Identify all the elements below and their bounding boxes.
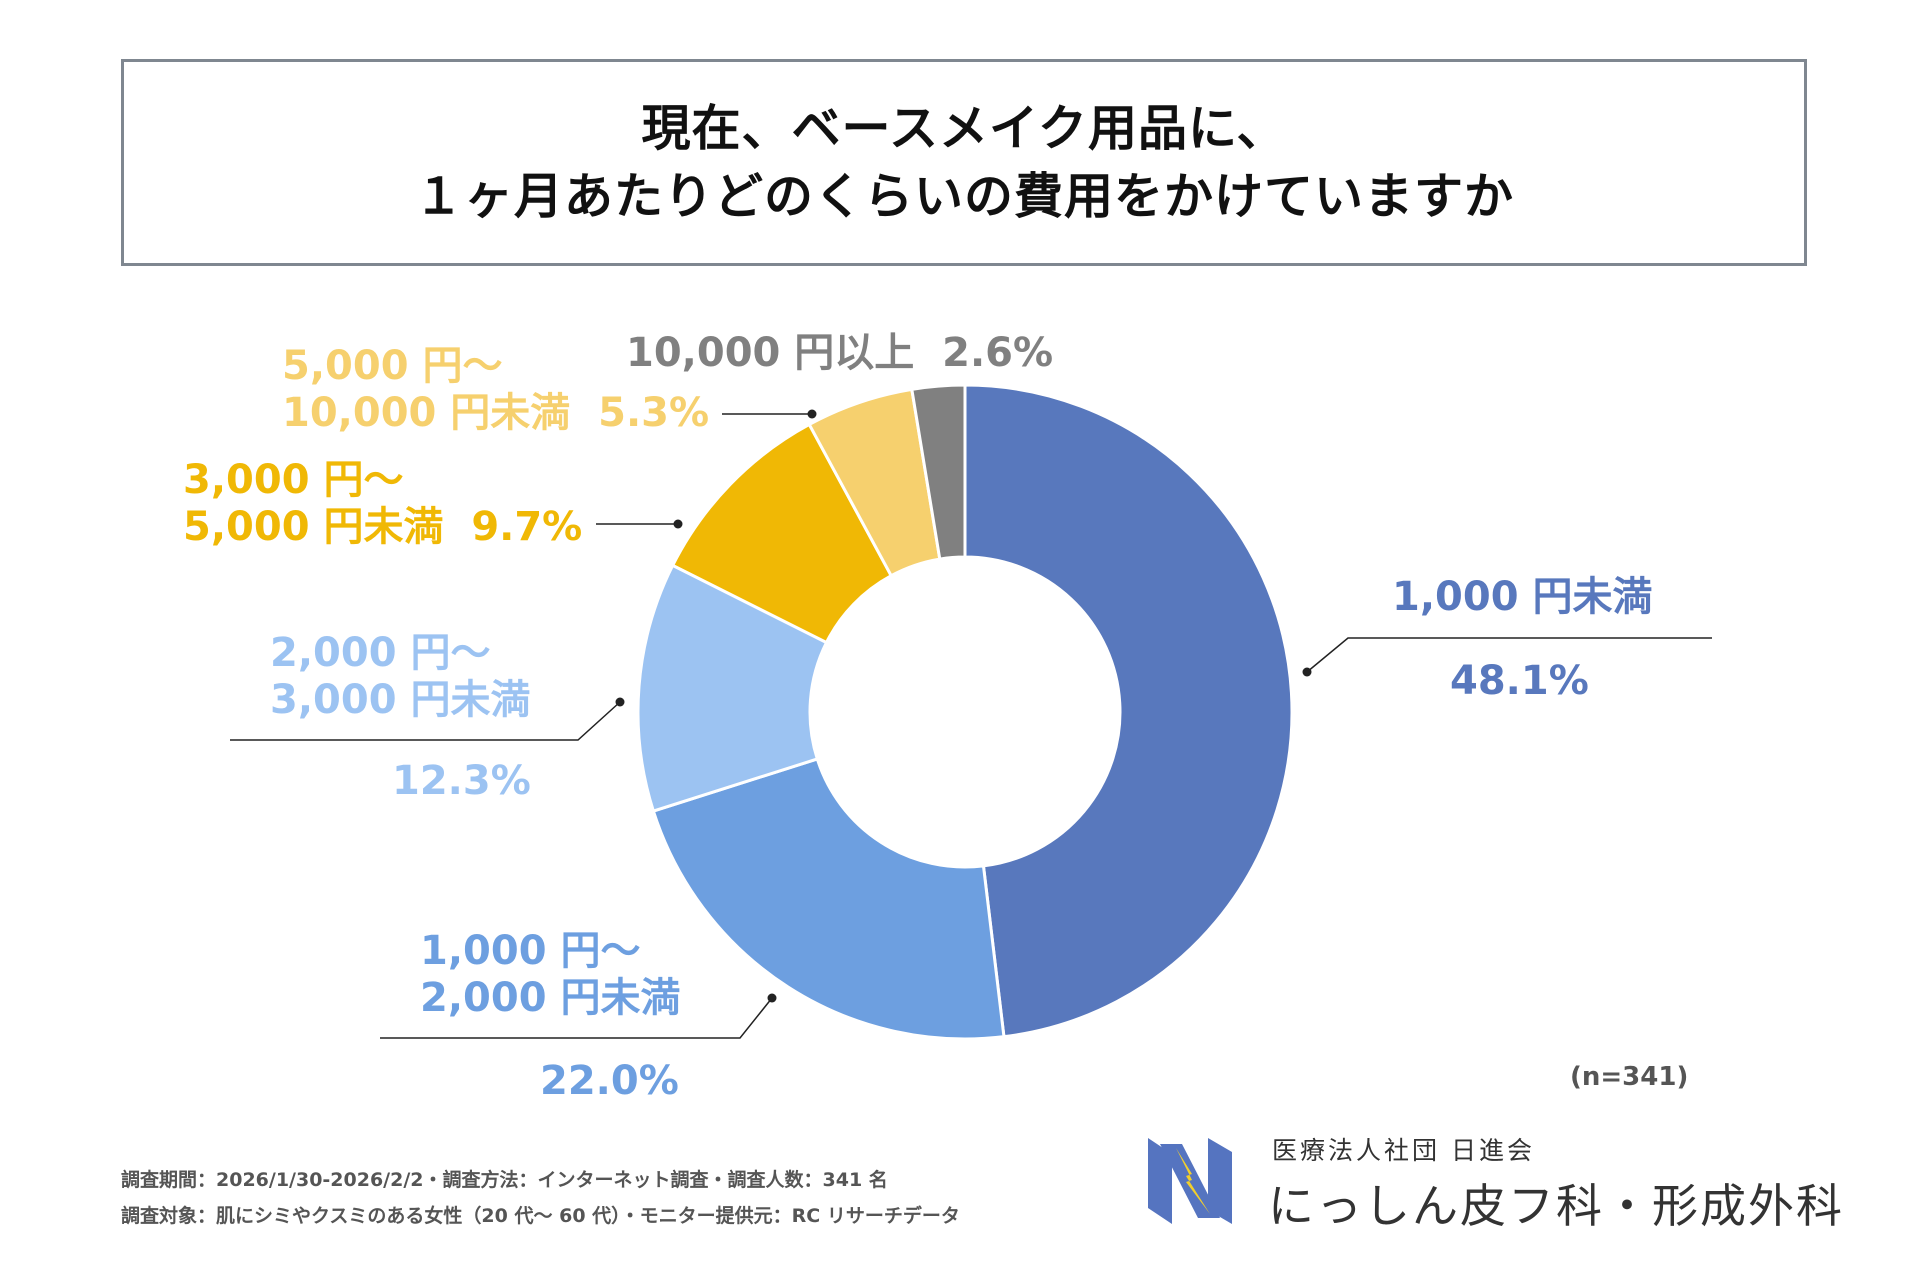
value-2000-3000: 12.3% <box>392 758 531 804</box>
label-1000-2000: 1,000 円～ 2,000 円未満 <box>420 928 680 1022</box>
logo-left-bar <box>1148 1138 1172 1224</box>
label-3000-5000-line2-text: 5,000 円未満 <box>183 504 444 550</box>
survey-footer-line2: 調査対象：肌にシミやクスミのある女性（20 代～ 60 代）・モニター提供元：R… <box>121 1205 960 1227</box>
donut-slice-2 <box>636 563 829 813</box>
logo-middle-stroke <box>1160 1144 1220 1218</box>
label-5000-10000-line2-text: 10,000 円未満 <box>282 390 571 436</box>
leader-line-2 <box>230 701 621 741</box>
label-1000-2000-line2: 2,000 円未満 <box>420 975 681 1021</box>
value-5000-10000: 5.3% <box>598 390 710 436</box>
sample-size-note: (n=341) <box>1570 1062 1689 1092</box>
logo-right-bar <box>1208 1138 1232 1224</box>
leader-dot-4 <box>807 409 817 419</box>
label-3000-5000-line2: 5,000 円未満 9.7% <box>183 504 582 551</box>
label-3000-5000: 3,000 円～ 5,000 円未満 9.7% <box>183 457 582 551</box>
label-5000-10000-line1: 5,000 円～ <box>282 343 503 389</box>
donut-slice-5 <box>910 383 967 561</box>
leader-dot-0 <box>1302 667 1312 677</box>
clinic-logo-icon <box>1148 1138 1232 1224</box>
label-5000-10000-line2: 10,000 円未満 5.3% <box>282 390 709 437</box>
org-name-large: にっしん皮フ科・形成外科 <box>1268 1179 1844 1233</box>
label-under-1000-name: 1,000 円未満 <box>1392 574 1653 620</box>
value-1000-2000: 22.0% <box>540 1058 679 1104</box>
leader-dot-2 <box>615 697 625 707</box>
label-over-10000: 10,000 円以上 2.6% <box>626 330 1053 377</box>
leader-dot-1 <box>767 993 777 1003</box>
chart-title-line1: 現在、ベースメイク用品に、 <box>641 99 1287 157</box>
value-over-10000: 2.6% <box>942 330 1054 376</box>
label-2000-3000-line1: 2,000 円～ <box>270 630 491 676</box>
org-name-small: 医療法人社団 日進会 <box>1272 1136 1535 1165</box>
label-under-1000: 1,000 円未満 <box>1392 574 1652 621</box>
label-5000-10000: 5,000 円～ 10,000 円未満 5.3% <box>282 343 709 437</box>
logo-lightning <box>1176 1148 1210 1214</box>
value-under-1000: 48.1% <box>1450 658 1589 704</box>
survey-footer-line1: 調査期間：2026/1/30-2026/2/2・調査方法：インターネット調査・調… <box>121 1169 888 1191</box>
chart-title-line2: １ヶ月あたりどのくらいの費用をかけていますか <box>413 167 1514 225</box>
label-1000-2000-line1: 1,000 円～ <box>420 928 641 974</box>
title-box: 現在、ベースメイク用品に、 １ヶ月あたりどのくらいの費用をかけていますか <box>121 59 1807 266</box>
label-2000-3000: 2,000 円～ 3,000 円未満 <box>270 630 530 724</box>
leader-dot-3 <box>673 519 683 529</box>
label-over-10000-name: 10,000 円以上 <box>626 330 915 376</box>
value-3000-5000: 9.7% <box>471 504 583 550</box>
leader-line-1 <box>380 997 773 1039</box>
label-2000-3000-line2: 3,000 円未満 <box>270 677 531 723</box>
leader-line-0 <box>1306 637 1712 673</box>
donut-slice-0 <box>963 383 1294 1039</box>
label-3000-5000-line1: 3,000 円～ <box>183 457 404 503</box>
donut-slice-1 <box>651 757 1006 1041</box>
